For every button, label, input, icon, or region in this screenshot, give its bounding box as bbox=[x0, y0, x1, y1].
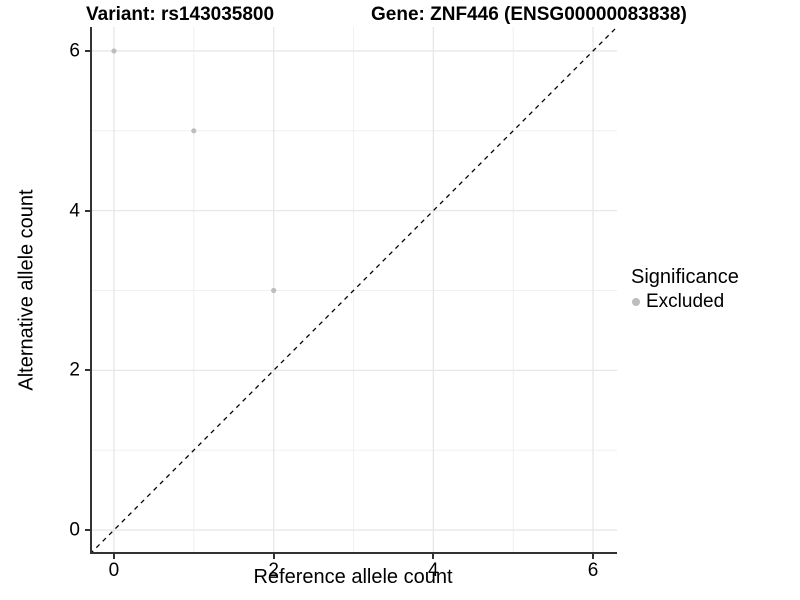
legend-entry-excluded: Excluded bbox=[631, 291, 739, 313]
x-tick-mark bbox=[432, 554, 435, 559]
y-axis-label: Alternative allele count bbox=[15, 189, 38, 391]
x-tick-label: 2 bbox=[268, 560, 279, 581]
x-tick-mark bbox=[272, 554, 275, 559]
y-tick-label: 2 bbox=[69, 359, 80, 381]
plot-panel bbox=[90, 27, 617, 554]
legend-entry-label: Excluded bbox=[646, 291, 725, 312]
legend-title: Significance bbox=[631, 266, 739, 288]
data-point bbox=[271, 287, 277, 294]
plot-title-variant: Variant: rs143035800 bbox=[86, 4, 275, 25]
y-tick-mark bbox=[85, 369, 90, 372]
y-tick-label: 0 bbox=[69, 519, 80, 541]
y-tick-label: 6 bbox=[69, 40, 80, 62]
data-point bbox=[111, 48, 117, 54]
identity-dashed-line bbox=[90, 27, 617, 554]
y-tick-mark bbox=[85, 529, 90, 532]
x-tick-mark bbox=[592, 554, 595, 559]
excluded-point-icon bbox=[632, 298, 640, 306]
plot-title-gene: Gene: ZNF446 (ENSG00000083838) bbox=[371, 4, 687, 25]
plot-panel-canvas bbox=[90, 27, 617, 554]
y-tick-mark bbox=[85, 209, 90, 212]
data-point bbox=[191, 128, 197, 134]
x-tick-label: 4 bbox=[428, 560, 439, 581]
x-tick-label: 6 bbox=[587, 560, 599, 581]
y-tick-label: 4 bbox=[69, 200, 80, 222]
x-axis-label: Reference allele count bbox=[253, 566, 453, 588]
y-tick-mark bbox=[85, 49, 90, 52]
x-tick-label: 0 bbox=[108, 560, 120, 581]
legend: Significance Excluded bbox=[631, 266, 739, 313]
x-tick-mark bbox=[112, 554, 115, 559]
